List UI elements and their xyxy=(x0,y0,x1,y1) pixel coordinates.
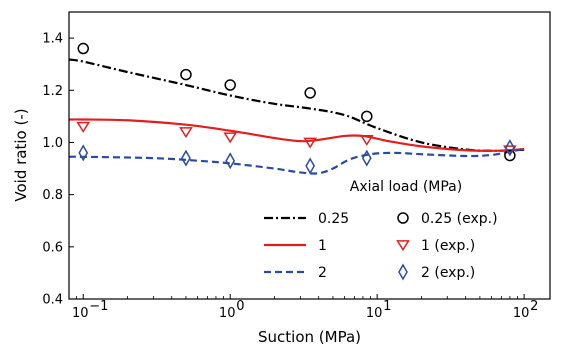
data-point-s3-2 xyxy=(224,79,236,91)
data-point-s5-5 xyxy=(505,139,515,157)
x-tick-exponent-0: −1 xyxy=(89,299,108,314)
legend: Axial load (MPa)0.25 0.25 (exp.) 1 1 (exp.)… xyxy=(264,179,498,281)
x-tick-label-2: 10 xyxy=(366,306,383,321)
plot-marks xyxy=(69,42,525,175)
series-line-0 xyxy=(69,58,525,152)
data-point-s4-4 xyxy=(359,134,374,146)
legend-label-0: 0.25 xyxy=(318,211,349,227)
y-axis-label: Void ratio (-) xyxy=(12,108,30,201)
series-line-2 xyxy=(69,147,525,175)
legend-label-2: 1 xyxy=(318,238,327,254)
data-point-s4-0 xyxy=(76,121,91,133)
legend-label-3: 1 (exp.) xyxy=(421,238,475,254)
legend-label-5: 2 (exp.) xyxy=(421,265,475,281)
data-point-s5-1 xyxy=(181,149,191,167)
data-point-s3-3 xyxy=(304,87,316,99)
data-point-s5-3 xyxy=(305,157,316,175)
x-tick-exponent-2: 1 xyxy=(383,299,391,314)
y-tick-label-0: 0.4 xyxy=(42,293,63,308)
legend-marker-1 xyxy=(397,212,409,224)
data-point-s3-4 xyxy=(361,110,373,123)
y-tick-label-2: 0.8 xyxy=(42,188,63,203)
data-point-s4-3 xyxy=(303,137,318,149)
y-tick-label-4: 1.2 xyxy=(42,84,63,99)
x-tick-exponent-3: 2 xyxy=(530,299,538,314)
axis-ticks: 0.40.60.81.01.21.410 −1 10 0 10 1 10 2 xyxy=(42,32,538,321)
data-point-s4-1 xyxy=(179,127,193,139)
y-tick-label-1: 0.6 xyxy=(42,240,63,255)
x-tick-exponent-1: 0 xyxy=(236,299,244,314)
data-point-s3-0 xyxy=(77,42,89,55)
data-point-s4-2 xyxy=(223,132,238,144)
plot-frame xyxy=(68,11,551,300)
data-point-s5-0 xyxy=(78,144,89,162)
x-tick-label-3: 10 xyxy=(513,306,530,321)
y-tick-label-3: 1.0 xyxy=(42,136,63,151)
x-tick-label-0: 10 xyxy=(72,306,89,321)
data-point-s3-5 xyxy=(504,149,516,162)
y-tick-label-5: 1.4 xyxy=(42,32,63,47)
x-axis-label: Suction (MPa) xyxy=(258,328,361,346)
data-point-s5-4 xyxy=(361,149,372,167)
legend-label-1: 0.25 (exp.) xyxy=(421,211,498,227)
x-tick-label-1: 10 xyxy=(219,306,236,321)
data-point-s5-2 xyxy=(225,152,236,170)
data-point-s3-1 xyxy=(180,68,192,81)
legend-title: Axial load (MPa) xyxy=(350,179,462,195)
legend-marker-3 xyxy=(396,240,410,252)
series-line-1 xyxy=(69,118,525,152)
legend-label-4: 2 xyxy=(318,265,327,281)
legend-marker-5 xyxy=(398,263,408,281)
